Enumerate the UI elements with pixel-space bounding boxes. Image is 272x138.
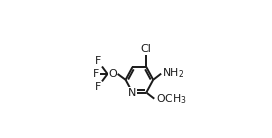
Text: OCH$_3$: OCH$_3$	[156, 92, 186, 106]
Text: F: F	[95, 82, 101, 92]
Text: NH$_2$: NH$_2$	[162, 66, 184, 80]
Text: F: F	[95, 56, 101, 66]
Text: F: F	[92, 69, 99, 79]
Text: N: N	[128, 87, 137, 98]
Text: O: O	[108, 69, 117, 79]
Text: Cl: Cl	[141, 44, 152, 54]
